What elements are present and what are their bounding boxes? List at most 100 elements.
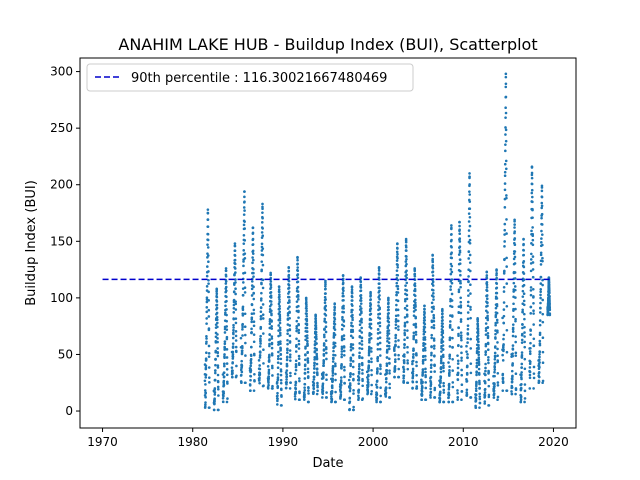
data-point	[334, 372, 337, 376]
data-point	[451, 357, 454, 361]
data-point	[324, 298, 327, 301]
data-point	[314, 335, 318, 339]
data-point	[208, 381, 211, 384]
data-point	[432, 339, 436, 342]
data-point	[393, 367, 397, 371]
data-point	[523, 345, 527, 349]
data-point	[487, 370, 490, 374]
data-point	[359, 280, 363, 284]
data-point	[325, 391, 328, 394]
data-point	[324, 325, 328, 328]
data-point	[242, 223, 246, 227]
data-point	[397, 339, 400, 342]
data-point	[502, 285, 506, 289]
data-point	[460, 373, 464, 377]
data-point	[296, 276, 300, 280]
data-point	[439, 359, 443, 363]
data-point	[466, 337, 469, 340]
data-point	[397, 375, 400, 379]
data-point	[222, 394, 225, 398]
data-point	[321, 382, 325, 386]
data-point	[531, 234, 535, 238]
data-point	[411, 359, 415, 363]
data-point	[305, 334, 309, 337]
data-point	[532, 312, 535, 315]
data-point	[270, 313, 273, 317]
data-point	[468, 269, 472, 273]
data-point	[395, 269, 399, 272]
data-point	[351, 313, 354, 317]
data-point	[369, 392, 373, 396]
data-point	[205, 351, 208, 354]
data-point	[412, 334, 416, 338]
data-point	[528, 373, 532, 377]
data-point	[223, 356, 226, 359]
data-point	[267, 372, 271, 375]
data-point	[411, 362, 414, 366]
data-point	[261, 207, 264, 211]
data-point	[514, 296, 517, 299]
data-point	[331, 371, 335, 375]
season-points	[338, 273, 346, 402]
data-point	[207, 299, 210, 302]
data-point	[351, 336, 355, 340]
data-point	[205, 340, 208, 344]
data-point	[413, 267, 416, 270]
data-point	[539, 293, 542, 297]
data-point	[252, 312, 256, 315]
data-point	[323, 301, 327, 305]
data-point	[330, 390, 334, 393]
data-point	[286, 351, 289, 355]
data-point	[423, 318, 427, 322]
data-point	[360, 347, 364, 351]
data-point	[277, 285, 281, 288]
data-point	[531, 200, 534, 204]
data-point	[216, 380, 220, 384]
data-point	[251, 237, 255, 241]
data-point	[450, 299, 454, 302]
data-point	[483, 381, 487, 385]
data-point	[476, 316, 479, 320]
data-point	[505, 328, 509, 332]
data-point	[321, 396, 324, 399]
data-point	[213, 371, 217, 375]
data-point	[393, 360, 397, 364]
data-point	[241, 305, 245, 309]
data-point	[224, 311, 227, 315]
data-point	[206, 225, 210, 228]
data-point	[243, 190, 246, 193]
data-point	[532, 372, 536, 375]
data-point	[330, 384, 334, 387]
data-point	[460, 368, 463, 372]
data-point	[351, 408, 355, 412]
data-point	[312, 384, 316, 387]
data-point	[484, 329, 488, 332]
data-point	[269, 273, 273, 277]
data-point	[342, 324, 346, 328]
data-point	[297, 363, 301, 367]
data-point	[493, 366, 497, 369]
data-point	[251, 249, 255, 253]
data-point	[511, 334, 515, 338]
data-point	[348, 400, 352, 403]
data-point	[322, 342, 326, 346]
data-point	[420, 393, 424, 396]
data-point	[223, 340, 227, 343]
data-point	[394, 320, 398, 323]
data-point	[276, 391, 279, 395]
data-point	[232, 326, 235, 329]
data-point	[465, 350, 468, 353]
data-point	[312, 378, 316, 381]
data-point	[222, 375, 226, 378]
data-point	[459, 296, 462, 300]
data-point	[474, 393, 478, 397]
data-point	[267, 358, 271, 362]
data-point	[539, 253, 543, 257]
data-point	[244, 341, 247, 345]
data-point	[339, 376, 343, 379]
data-point	[430, 336, 433, 340]
data-point	[439, 361, 443, 365]
data-point	[387, 312, 390, 315]
data-point	[456, 389, 459, 392]
data-point	[430, 345, 433, 349]
